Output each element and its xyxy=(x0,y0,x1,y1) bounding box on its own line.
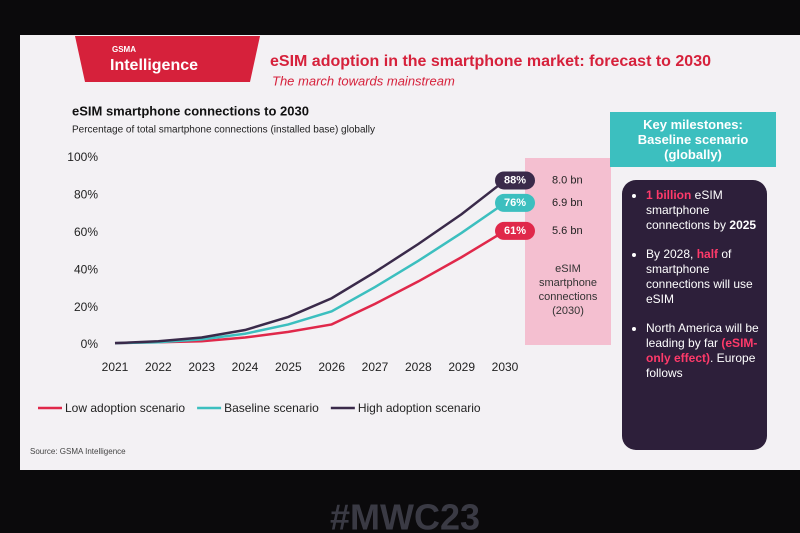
column-note: eSIM smartphone connections (2030) xyxy=(539,263,598,317)
x-tick-label: 2021 xyxy=(102,360,129,374)
value-label: 76% xyxy=(504,197,526,209)
value-label-pill xyxy=(495,171,535,190)
text: of smartphone connections will use eSIM xyxy=(646,247,753,306)
x-tick-label: 2023 xyxy=(188,360,215,374)
x-tick-label: 2029 xyxy=(448,360,475,374)
text: 2025 xyxy=(729,218,757,232)
highlight: (eSIM-only effect) xyxy=(646,336,758,365)
text: . Europe follows xyxy=(646,351,756,380)
x-tick-label: 2025 xyxy=(275,360,302,374)
milestones-box: 1 billion eSIM smartphone connections by… xyxy=(622,180,767,450)
value-label: 61% xyxy=(504,225,526,237)
annotation: 8.0 bn xyxy=(552,174,583,186)
x-tick-label: 2022 xyxy=(145,360,172,374)
annotation: 6.9 bn xyxy=(552,197,583,209)
text: By 2028, xyxy=(646,247,697,261)
chart-subtitle: Percentage of total smartphone connectio… xyxy=(72,125,375,136)
y-tick-label: 100% xyxy=(67,150,98,164)
logo: Intelligence xyxy=(110,57,198,74)
annotation: 5.6 bn xyxy=(552,225,583,237)
logo-top: GSMA xyxy=(112,45,136,54)
slide-title: eSIM adoption in the smartphone market: … xyxy=(270,53,711,70)
legend-label: Low adoption scenario xyxy=(65,401,185,415)
text: eSIM smartphone connections by xyxy=(646,188,730,232)
milestone: By 2028, half of smartphone connections … xyxy=(646,247,759,307)
value-label-pill xyxy=(495,193,535,212)
chart-title: eSIM smartphone connections to 2030 xyxy=(72,103,309,118)
legend-label: Baseline scenario xyxy=(224,401,319,415)
y-tick-label: 40% xyxy=(74,262,98,276)
x-tick-label: 2030 xyxy=(492,360,519,374)
milestone: 1 billion eSIM smartphone connections by… xyxy=(646,188,759,233)
highlight-column xyxy=(525,158,611,345)
event-banner: #MWC23 xyxy=(330,497,480,533)
series-line xyxy=(114,179,506,345)
series-line xyxy=(114,201,506,345)
logo-tab xyxy=(75,36,260,82)
highlight: half xyxy=(696,247,719,261)
y-tick-label: 60% xyxy=(74,225,98,239)
x-tick-label: 2027 xyxy=(362,360,389,374)
source: Source: GSMA Intelligence xyxy=(30,447,126,456)
text: North America will be leading by far xyxy=(646,321,759,350)
y-tick-label: 20% xyxy=(74,300,98,314)
x-tick-label: 2028 xyxy=(405,360,432,374)
x-tick-label: 2024 xyxy=(232,360,259,374)
value-label: 88% xyxy=(504,174,526,186)
legend-label: High adoption scenario xyxy=(358,401,481,415)
milestones-title: Key milestones: Baseline scenario (globa… xyxy=(610,112,776,167)
slide-subtitle: The march towards mainstream xyxy=(272,73,455,88)
y-tick-label: 0% xyxy=(81,337,99,351)
value-label-pill xyxy=(495,221,535,240)
milestone: North America will be leading by far (eS… xyxy=(646,321,759,381)
x-tick-label: 2026 xyxy=(318,360,345,374)
y-tick-label: 80% xyxy=(74,188,98,202)
highlight: 1 billion xyxy=(646,188,692,202)
